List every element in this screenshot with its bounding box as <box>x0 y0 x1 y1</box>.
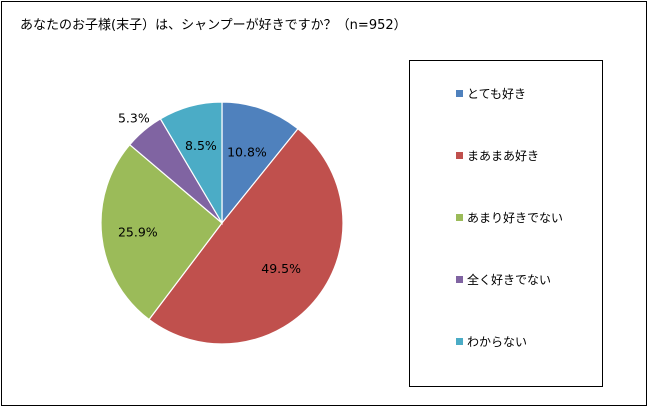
legend-item-3: 全く好きでない <box>456 271 551 287</box>
slice-value-label-0: 10.8% <box>227 144 267 159</box>
pie-slice-0 <box>221 101 299 225</box>
chart-title: あなたのお子様(末子）は、シャンプーが好きですか？（n=952） <box>20 18 407 33</box>
legend-label-2: あまり好きでない <box>467 210 564 225</box>
legend-item-0: とても好き <box>456 85 526 101</box>
chart-legend: とても好き まあまあ好き あまり好きでない 全く好きでない わからない <box>409 60 603 387</box>
pie-slice-4 <box>159 101 223 226</box>
legend-label-4: わからない <box>467 334 528 349</box>
pie-slice-2 <box>100 143 223 321</box>
legend-swatch-1 <box>456 151 463 159</box>
slice-value-label-2: 25.9% <box>118 224 158 239</box>
legend-label-1: まあまあ好き <box>467 148 540 163</box>
slice-value-label-1: 49.5% <box>261 261 301 276</box>
slice-value-label-3: 5.3% <box>118 110 150 125</box>
pie-slice-1 <box>148 127 344 345</box>
legend-item-4: わからない <box>456 333 527 349</box>
legend-item-2: あまり好きでない <box>456 209 563 225</box>
legend-label-0: とても好き <box>467 86 527 101</box>
legend-swatch-2 <box>456 213 463 221</box>
legend-item-1: まあまあ好き <box>456 147 539 163</box>
legend-label-3: 全く好きでない <box>467 272 552 287</box>
slice-value-label-4: 8.5% <box>185 138 217 153</box>
legend-swatch-0 <box>456 89 463 97</box>
legend-swatch-4 <box>456 337 463 345</box>
legend-swatch-3 <box>456 275 463 283</box>
